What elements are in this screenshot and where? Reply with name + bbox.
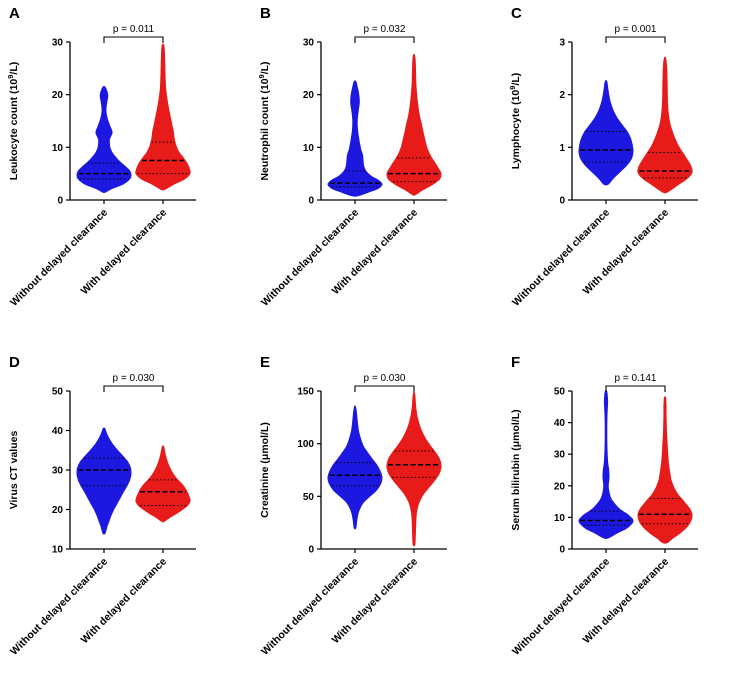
y-tick-label: 50 bbox=[303, 492, 315, 503]
panel-e-chart: 0 50 100 150 Creatinine (μmol/L) Without dela… bbox=[259, 373, 447, 658]
violin-with bbox=[386, 391, 442, 547]
panel-letter-a: A bbox=[9, 5, 20, 22]
significance-bracket bbox=[605, 36, 666, 43]
y-tick-label: 0 bbox=[559, 545, 565, 556]
violin-with bbox=[135, 43, 191, 191]
violin-without bbox=[578, 80, 634, 186]
panel-letter-f: F bbox=[511, 354, 521, 371]
panel-letter-d: D bbox=[9, 354, 20, 371]
p-value-label: p = 0.001 bbox=[615, 24, 657, 35]
x-category-label: Without delayed clearance bbox=[259, 556, 361, 658]
y-tick-label: 20 bbox=[303, 90, 315, 101]
violin-with bbox=[637, 56, 693, 194]
panel-letter-c: C bbox=[511, 5, 522, 22]
violin-without bbox=[327, 405, 383, 530]
y-tick-label: 20 bbox=[52, 90, 64, 101]
panel-f: F 0 10 20 30 40 50 Serum bilirubin (μmol/L) Wit… bbox=[502, 349, 753, 698]
panel-d: D 10 20 30 40 50 Virus CT values Without delay… bbox=[0, 349, 251, 698]
panel-c: C 0 1 2 3 Lymphocyte (109/L) Without delayed … bbox=[502, 0, 753, 349]
y-axis-title: Leukocyte count (109/L) bbox=[6, 62, 20, 181]
violin-without bbox=[76, 85, 132, 194]
y-tick-label: 30 bbox=[52, 38, 64, 49]
y-tick-label: 20 bbox=[52, 505, 64, 516]
y-axis-title: Neutrophil count (109/L) bbox=[257, 61, 271, 180]
panel-letter-b: B bbox=[260, 5, 271, 22]
x-category-label: Without delayed clearance bbox=[8, 556, 110, 658]
violin-without bbox=[327, 80, 383, 197]
violin-with bbox=[386, 53, 442, 196]
y-tick-label: 150 bbox=[297, 387, 314, 398]
y-tick-label: 50 bbox=[554, 387, 566, 398]
y-tick-label: 0 bbox=[559, 196, 565, 207]
p-value-label: p = 0.141 bbox=[615, 373, 657, 384]
panel-letter-e: E bbox=[260, 354, 271, 371]
y-tick-label: 0 bbox=[308, 196, 314, 207]
y-tick-label: 10 bbox=[52, 143, 64, 154]
x-category-label: Without delayed clearance bbox=[8, 207, 110, 309]
violin-without bbox=[578, 389, 634, 539]
panel-b: B 0 10 20 30 Neutrophil count (109/L) Without… bbox=[251, 0, 502, 349]
y-tick-label: 0 bbox=[308, 545, 314, 556]
y-tick-label: 1 bbox=[559, 143, 565, 154]
y-tick-label: 0 bbox=[57, 196, 63, 207]
y-axis-title: Lymphocyte (109/L) bbox=[508, 73, 522, 170]
y-axis-title: Virus CT values bbox=[8, 431, 20, 510]
y-tick-label: 50 bbox=[52, 387, 64, 398]
significance-bracket bbox=[605, 385, 666, 392]
p-value-label: p = 0.011 bbox=[113, 24, 155, 35]
panel-a: A 0 10 20 30 Leukocyte count (109/L) Without … bbox=[0, 0, 251, 349]
panel-f-chart: 0 10 20 30 40 50 Serum bilirubin (μmol/L) Witho… bbox=[510, 373, 698, 658]
violin-without bbox=[76, 427, 132, 535]
y-axis-title: Serum bilirubin (μmol/L) bbox=[510, 409, 522, 530]
y-tick-label: 40 bbox=[554, 418, 566, 429]
violin-with bbox=[135, 445, 191, 523]
y-tick-label: 2 bbox=[559, 90, 565, 101]
panel-a-chart: 0 10 20 30 Leukocyte count (109/L) Without de… bbox=[6, 24, 196, 309]
y-tick-label: 30 bbox=[554, 450, 566, 461]
y-tick-label: 10 bbox=[303, 143, 315, 154]
panel-d-chart: 10 20 30 40 50 Virus CT values Without delayed… bbox=[8, 373, 196, 658]
x-category-label: Without delayed clearance bbox=[259, 207, 361, 309]
significance-bracket bbox=[354, 385, 415, 392]
panel-e: E 0 50 100 150 Creatinine (μmol/L) Without de… bbox=[251, 349, 502, 698]
significance-bracket bbox=[103, 385, 164, 392]
x-category-label: Without delayed clearance bbox=[510, 556, 612, 658]
y-tick-label: 100 bbox=[297, 439, 314, 450]
violin-with bbox=[637, 396, 693, 544]
y-tick-label: 30 bbox=[303, 38, 315, 49]
y-tick-label: 3 bbox=[559, 38, 565, 49]
y-tick-label: 10 bbox=[52, 545, 64, 556]
p-value-label: p = 0.032 bbox=[364, 24, 406, 35]
y-tick-label: 40 bbox=[52, 426, 64, 437]
y-tick-label: 20 bbox=[554, 481, 566, 492]
y-axis-title: Creatinine (μmol/L) bbox=[259, 422, 271, 518]
p-value-label: p = 0.030 bbox=[364, 373, 406, 384]
p-value-label: p = 0.030 bbox=[113, 373, 155, 384]
significance-bracket bbox=[354, 36, 415, 43]
panel-b-chart: 0 10 20 30 Neutrophil count (109/L) Without d… bbox=[257, 24, 447, 309]
significance-bracket bbox=[103, 36, 164, 43]
y-tick-label: 10 bbox=[554, 513, 566, 524]
y-tick-label: 30 bbox=[52, 466, 64, 477]
x-category-label: Without delayed clearance bbox=[510, 207, 612, 309]
panel-c-chart: 0 1 2 3 Lymphocyte (109/L) Without delayed cl… bbox=[508, 24, 698, 309]
